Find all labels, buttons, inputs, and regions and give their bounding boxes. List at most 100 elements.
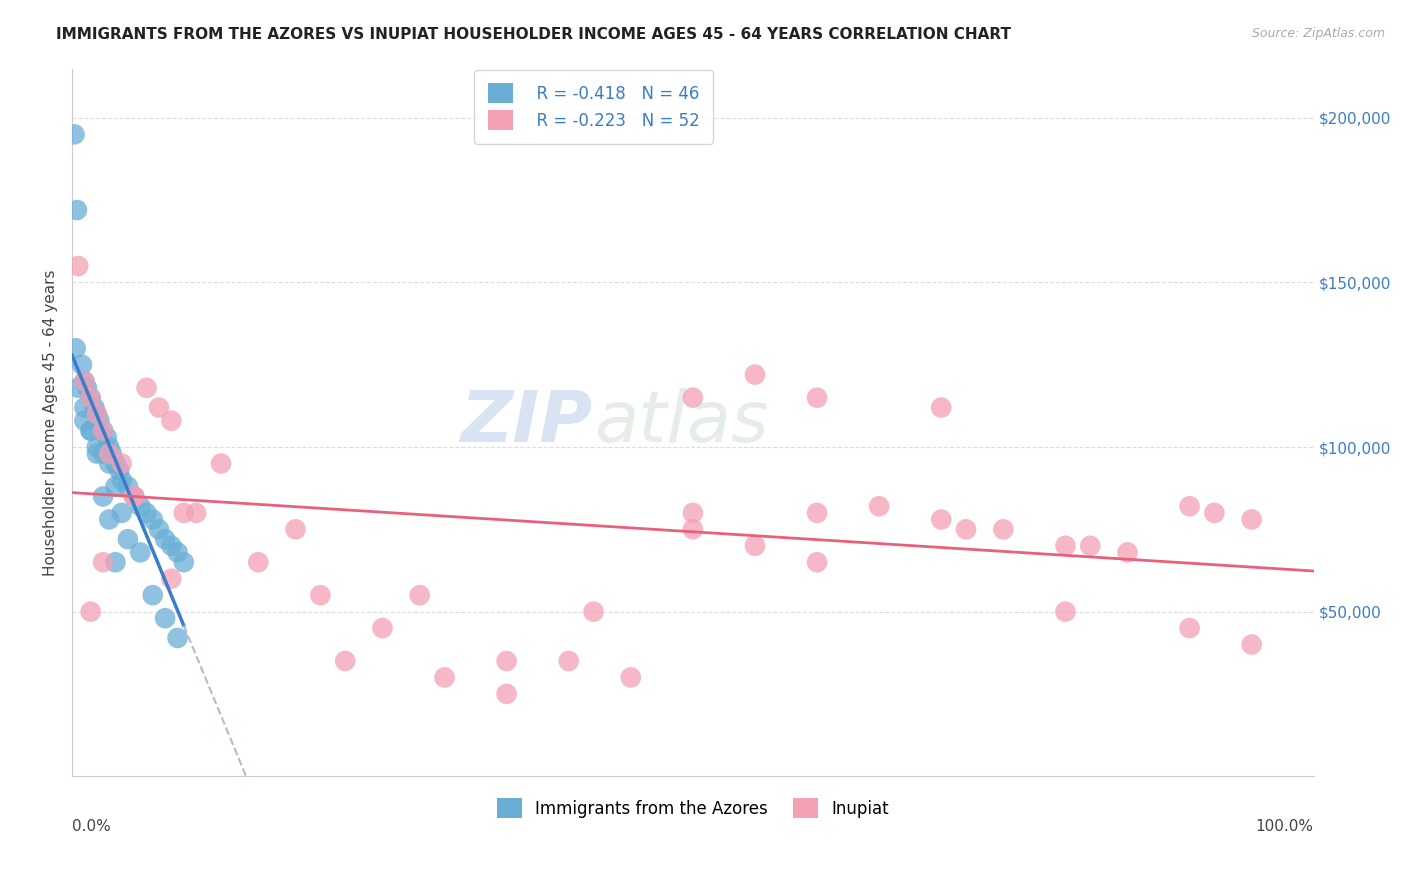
Point — [83, 401, 105, 415]
Point — [104, 457, 127, 471]
Point — [309, 588, 332, 602]
Point — [744, 368, 766, 382]
Point — [73, 414, 96, 428]
Point — [173, 506, 195, 520]
Point — [868, 500, 890, 514]
Point — [284, 522, 307, 536]
Point — [67, 381, 90, 395]
Point — [335, 654, 357, 668]
Point — [91, 555, 114, 569]
Point — [173, 555, 195, 569]
Point — [86, 407, 108, 421]
Point — [122, 490, 145, 504]
Point — [1116, 545, 1139, 559]
Point — [135, 506, 157, 520]
Point — [142, 588, 165, 602]
Point — [166, 631, 188, 645]
Point — [1240, 638, 1263, 652]
Point — [91, 447, 114, 461]
Point — [86, 407, 108, 421]
Point — [929, 512, 952, 526]
Point — [122, 490, 145, 504]
Point — [104, 479, 127, 493]
Point — [247, 555, 270, 569]
Point — [209, 457, 232, 471]
Point — [79, 424, 101, 438]
Point — [1054, 539, 1077, 553]
Point — [135, 381, 157, 395]
Point — [806, 506, 828, 520]
Point — [104, 555, 127, 569]
Point — [70, 358, 93, 372]
Text: IMMIGRANTS FROM THE AZORES VS INUPIAT HOUSEHOLDER INCOME AGES 45 - 64 YEARS CORR: IMMIGRANTS FROM THE AZORES VS INUPIAT HO… — [56, 27, 1011, 42]
Point — [142, 512, 165, 526]
Point — [148, 522, 170, 536]
Point — [409, 588, 432, 602]
Point — [98, 447, 121, 461]
Point — [557, 654, 579, 668]
Text: Source: ZipAtlas.com: Source: ZipAtlas.com — [1251, 27, 1385, 40]
Point — [433, 670, 456, 684]
Point — [806, 555, 828, 569]
Point — [79, 391, 101, 405]
Legend: Immigrants from the Azores, Inupiat: Immigrants from the Azores, Inupiat — [484, 785, 903, 831]
Point — [91, 424, 114, 438]
Point — [91, 490, 114, 504]
Point — [98, 440, 121, 454]
Point — [620, 670, 643, 684]
Point — [993, 522, 1015, 536]
Point — [682, 506, 704, 520]
Text: 0.0%: 0.0% — [72, 819, 111, 834]
Point — [98, 512, 121, 526]
Point — [79, 605, 101, 619]
Point — [148, 401, 170, 415]
Point — [67, 259, 90, 273]
Point — [160, 414, 183, 428]
Point — [160, 572, 183, 586]
Point — [86, 447, 108, 461]
Point — [73, 374, 96, 388]
Point — [111, 506, 134, 520]
Point — [98, 457, 121, 471]
Point — [955, 522, 977, 536]
Point — [117, 479, 139, 493]
Point — [1204, 506, 1226, 520]
Point — [160, 539, 183, 553]
Point — [86, 440, 108, 454]
Point — [89, 414, 111, 428]
Point — [117, 532, 139, 546]
Point — [122, 490, 145, 504]
Text: 100.0%: 100.0% — [1256, 819, 1313, 834]
Point — [96, 430, 118, 444]
Text: ZIP: ZIP — [461, 388, 593, 457]
Point — [1178, 621, 1201, 635]
Point — [65, 341, 87, 355]
Point — [582, 605, 605, 619]
Point — [371, 621, 394, 635]
Point — [744, 539, 766, 553]
Point — [186, 506, 208, 520]
Point — [91, 424, 114, 438]
Point — [495, 687, 517, 701]
Point — [111, 457, 134, 471]
Point — [495, 654, 517, 668]
Point — [66, 202, 89, 217]
Point — [100, 447, 122, 461]
Point — [806, 391, 828, 405]
Point — [153, 611, 176, 625]
Point — [129, 545, 152, 559]
Point — [63, 128, 86, 142]
Point — [166, 545, 188, 559]
Point — [73, 374, 96, 388]
Point — [108, 463, 131, 477]
Point — [111, 473, 134, 487]
Point — [929, 401, 952, 415]
Point — [129, 500, 152, 514]
Point — [153, 532, 176, 546]
Point — [1054, 605, 1077, 619]
Point — [682, 522, 704, 536]
Point — [682, 391, 704, 405]
Point — [79, 391, 101, 405]
Point — [79, 424, 101, 438]
Y-axis label: Householder Income Ages 45 - 64 years: Householder Income Ages 45 - 64 years — [44, 269, 58, 575]
